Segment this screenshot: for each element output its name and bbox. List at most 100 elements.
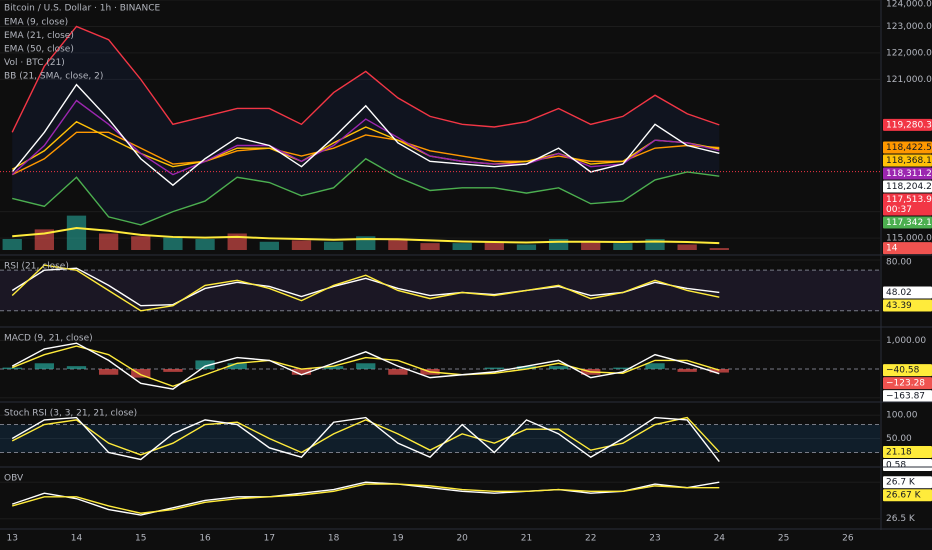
histogram-bar (2, 367, 22, 370)
pane-title: Stoch RSI (3, 3, 21, 21, close) (4, 409, 137, 419)
volume-bar (516, 244, 537, 250)
pane-title: MACD (9, 21, close) (4, 334, 93, 344)
countdown: 00:37 (886, 205, 912, 215)
pane-title: Bitcoin / U.S. Dollar · 1h · BINANCE (4, 4, 160, 14)
y-tick-label: 80.00 (886, 258, 912, 268)
value-badge (883, 286, 932, 299)
histogram-bar (484, 367, 504, 370)
volume-bar (291, 240, 312, 250)
series-line (11, 342, 720, 390)
histogram-bar (131, 369, 151, 378)
value-badge-text: 118,311.25 (886, 169, 932, 179)
series-line (11, 416, 720, 462)
legend-entry: BB (21, SMA, close, 2) (4, 72, 103, 82)
series-line (11, 416, 720, 456)
x-tick-label: 13 (6, 534, 17, 544)
x-tick-label: 24 (714, 534, 726, 544)
x-tick-label: 21 (521, 534, 532, 544)
y-tick-label: 122,000.00 (886, 48, 932, 58)
histogram-bar (709, 369, 729, 373)
value-badge-text: −40.58 (886, 366, 920, 376)
value-badge-text: 48.02 (886, 288, 912, 298)
histogram-bar (291, 369, 312, 375)
value-badge-text: 118,422.53 (886, 143, 932, 153)
histogram-bar (388, 369, 408, 375)
value-badge (883, 154, 932, 167)
value-badge (883, 167, 932, 180)
value-badge-text: 119,280.34 (886, 120, 932, 130)
volume-bar (259, 241, 279, 250)
x-tick-label: 26 (842, 534, 854, 544)
x-tick-label: 17 (264, 534, 275, 544)
level-band (0, 424, 880, 453)
y-tick-label: 124,000.00 (886, 0, 932, 10)
y-tick-label: 123,000.00 (886, 22, 932, 32)
x-tick-label: 15 (135, 534, 146, 544)
value-badge-text: 26.67 K (886, 491, 922, 501)
x-tick-label: 20 (456, 534, 468, 544)
legend-entry: Vol · BTC (21) (4, 58, 65, 68)
price-badge (883, 193, 932, 216)
volume-badge (883, 242, 932, 255)
x-tick-label: 18 (328, 534, 340, 544)
level-band (0, 270, 880, 311)
value-badge (883, 390, 932, 403)
x-tick-label: 23 (649, 534, 660, 544)
histogram-bar (34, 363, 54, 370)
x-tick-label: 14 (71, 534, 83, 544)
volume-badge-text: 14 (886, 244, 898, 254)
series-line (11, 264, 720, 312)
value-badge-text: 43.39 (886, 301, 912, 311)
value-badge (883, 216, 932, 229)
volume-bar (163, 237, 183, 250)
volume-bar (645, 239, 665, 250)
value-badge (883, 299, 932, 312)
y-tick-label: 100.00 (886, 411, 918, 421)
series-line (11, 345, 720, 387)
histogram-bar (613, 367, 633, 370)
volume-bar (388, 239, 408, 250)
price-badge-text: 117,513.96 (886, 195, 932, 205)
value-badge (883, 445, 932, 458)
volume-bar (452, 243, 472, 250)
x-tick-label: 19 (392, 534, 404, 544)
band-fill (12, 26, 720, 225)
volume-bar (323, 241, 344, 250)
value-badge-text: 21.18 (886, 447, 912, 457)
volume-bar (677, 244, 697, 250)
y-tick-label: 50.00 (886, 434, 912, 444)
volume-bar (420, 243, 440, 250)
value-badge-text: 118,368.11 (886, 156, 932, 166)
volume-bar (484, 241, 504, 250)
volume-bar (195, 239, 215, 250)
pane-title: OBV (4, 474, 24, 484)
histogram-bar (323, 366, 344, 370)
y-tick-label: 121,000.00 (886, 75, 932, 85)
legend-entry: EMA (21, close) (4, 31, 74, 41)
histogram-bar (677, 369, 697, 372)
volume-bar (548, 239, 569, 250)
x-tick-label: 25 (778, 534, 789, 544)
volume-bar (709, 248, 729, 250)
volume-bar (66, 215, 87, 250)
y-tick-label: 1,000.00 (886, 336, 926, 346)
value-badge-text: −163.87 (886, 392, 925, 402)
value-badge-text: 0.58 (886, 460, 906, 470)
value-badge (883, 118, 932, 131)
series-line (12, 483, 720, 514)
value-badge (883, 180, 932, 193)
legend-entry: EMA (50, close) (4, 45, 74, 55)
volume-ma (12, 226, 720, 245)
series-line (11, 83, 720, 187)
histogram-bar (548, 366, 569, 370)
histogram-bar (645, 363, 665, 370)
series-line (11, 99, 720, 176)
value-badge (883, 141, 932, 154)
volume-bar (2, 239, 22, 250)
x-tick-label: 22 (585, 534, 596, 544)
histogram-bar (195, 360, 215, 370)
value-badge-text: 117,342.15 (886, 218, 932, 228)
histogram-bar (163, 369, 183, 372)
